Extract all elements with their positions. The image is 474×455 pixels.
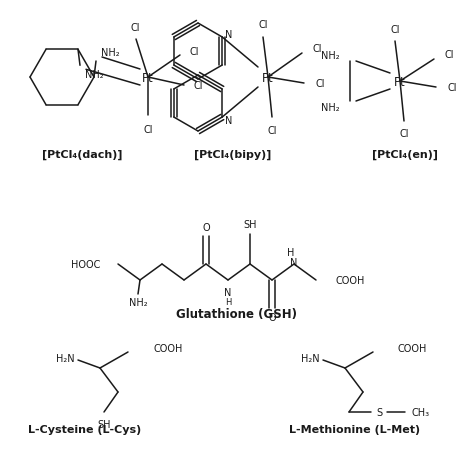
Text: O: O xyxy=(268,312,276,322)
Text: COOH: COOH xyxy=(398,343,428,353)
Text: Glutathione (GSH): Glutathione (GSH) xyxy=(176,308,298,321)
Text: [PtCl₄(dach)]: [PtCl₄(dach)] xyxy=(42,150,122,160)
Text: Cl: Cl xyxy=(315,79,325,89)
Text: Cl: Cl xyxy=(447,83,457,93)
Text: Cl: Cl xyxy=(258,20,268,30)
Text: Cl: Cl xyxy=(189,47,199,57)
Text: COOH: COOH xyxy=(153,343,182,353)
Text: N: N xyxy=(290,258,298,268)
Text: [PtCl₄(bipy)]: [PtCl₄(bipy)] xyxy=(194,150,272,160)
Text: SH: SH xyxy=(97,419,111,429)
Text: NH₂: NH₂ xyxy=(85,70,103,80)
Text: N: N xyxy=(224,288,232,298)
Text: Pt: Pt xyxy=(394,76,406,88)
Text: H₂N: H₂N xyxy=(56,353,75,363)
Text: Cl: Cl xyxy=(312,44,322,54)
Text: NH₂: NH₂ xyxy=(321,103,339,113)
Text: Pt: Pt xyxy=(262,71,274,84)
Text: H: H xyxy=(287,248,295,258)
Text: O: O xyxy=(202,222,210,233)
Text: H: H xyxy=(225,298,231,307)
Text: NH₂: NH₂ xyxy=(100,48,119,58)
Text: SH: SH xyxy=(243,219,257,229)
Text: Cl: Cl xyxy=(193,81,203,91)
Text: N: N xyxy=(225,30,232,40)
Text: CH₃: CH₃ xyxy=(412,407,430,417)
Text: Cl: Cl xyxy=(399,129,409,139)
Text: L-Methionine (L-Met): L-Methionine (L-Met) xyxy=(290,424,420,434)
Text: NH₂: NH₂ xyxy=(128,298,147,307)
Text: HOOC: HOOC xyxy=(71,259,100,269)
Text: Cl: Cl xyxy=(267,126,277,136)
Text: Cl: Cl xyxy=(130,23,140,33)
Text: Cl: Cl xyxy=(444,50,454,60)
Text: L-Cysteine (L-Cys): L-Cysteine (L-Cys) xyxy=(28,424,142,434)
Text: H₂N: H₂N xyxy=(301,353,320,363)
Text: Pt: Pt xyxy=(142,71,154,84)
Text: Cl: Cl xyxy=(390,25,400,35)
Text: S: S xyxy=(376,407,382,417)
Text: NH₂: NH₂ xyxy=(321,51,339,61)
Text: Cl: Cl xyxy=(143,125,153,135)
Text: COOH: COOH xyxy=(336,275,365,285)
Text: [PtCl₄(en)]: [PtCl₄(en)] xyxy=(372,150,438,160)
Text: N: N xyxy=(225,116,232,126)
